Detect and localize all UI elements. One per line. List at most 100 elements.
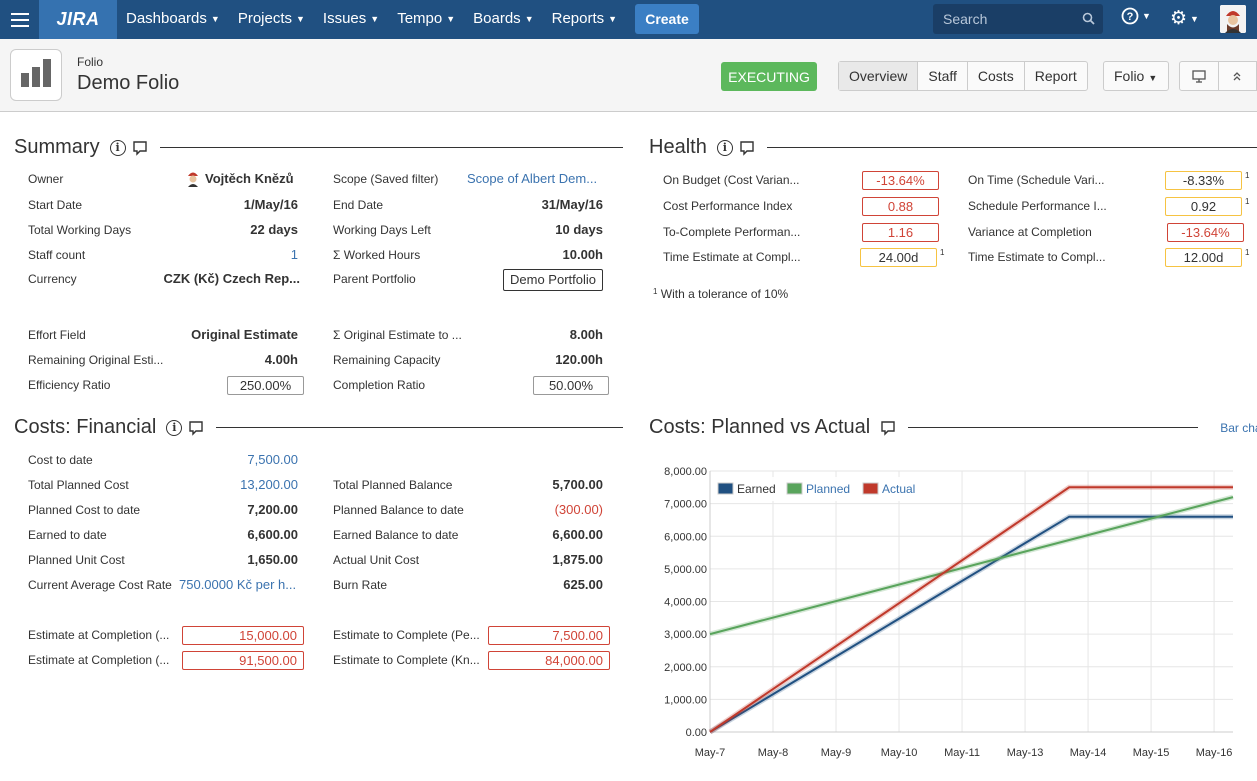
costs-financial-section-header: Costs: Financial i	[14, 416, 623, 439]
help-button[interactable]: ? ▼	[1121, 7, 1151, 25]
staff-count-link[interactable]: 1	[290, 247, 298, 262]
menu-boards[interactable]: Boards ▼	[464, 0, 542, 39]
avatar[interactable]	[1220, 5, 1246, 33]
health-label: To-Complete Performan...	[663, 225, 801, 239]
owner-value[interactable]: Vojtěch Knězů	[205, 171, 294, 186]
status-badge[interactable]: EXECUTING	[721, 62, 817, 91]
total-planned-cost-link[interactable]: 13,200.00	[240, 477, 298, 492]
health-label: On Budget (Cost Varian...	[663, 173, 800, 187]
section-divider	[908, 427, 1199, 428]
field-label: Estimate to Complete (Pe...	[333, 628, 480, 642]
estimate-at-completion-value: 15,000.00	[182, 626, 304, 645]
estimate-at-completion-value: 91,500.00	[182, 651, 304, 670]
breadcrumb[interactable]: Folio	[77, 55, 104, 69]
tab-report[interactable]: Report	[1023, 62, 1087, 90]
field-value: CZK (Kč) Czech Rep...	[163, 271, 300, 286]
comment-icon[interactable]	[880, 420, 896, 436]
health-label: Cost Performance Index	[663, 199, 793, 213]
y-tick-label: 5,000.00	[664, 564, 707, 576]
footnote-mark: 1	[1245, 197, 1250, 206]
health-label: Variance at Completion	[968, 225, 1092, 239]
health-indicator: 12.00d	[1165, 248, 1242, 267]
chevron-down-icon: ▼	[446, 14, 456, 25]
health-indicator: -13.64%	[1167, 223, 1244, 242]
health-label: Time Estimate at Compl...	[663, 250, 801, 264]
field-label: Earned to date	[28, 528, 107, 542]
info-icon[interactable]: i	[716, 139, 733, 156]
main-menu: Dashboards ▼ Projects ▼ Issues ▼ Tempo ▼ Boa…	[117, 0, 626, 39]
field-value: 10.00h	[562, 247, 603, 262]
y-tick-label: 3,000.00	[664, 629, 707, 641]
menu-tempo[interactable]: Tempo ▼	[388, 0, 464, 39]
y-tick-label: 4,000.00	[664, 597, 707, 609]
health-footnote: 1 With a tolerance of 10%	[653, 287, 853, 301]
section-title: Health	[649, 136, 707, 158]
tab-costs[interactable]: Costs	[966, 62, 1024, 90]
menu-reports[interactable]: Reports ▼	[543, 0, 626, 39]
menu-label: Reports	[551, 10, 605, 27]
folio-chart-icon	[10, 49, 62, 101]
comment-icon[interactable]	[739, 140, 755, 156]
efficiency-ratio-badge: 250.00%	[227, 376, 304, 395]
menu-issues[interactable]: Issues ▼	[314, 0, 388, 39]
y-tick-label: 2,000.00	[664, 662, 707, 674]
collapse-button[interactable]	[1217, 62, 1256, 90]
field-label: Current Average Cost Rate	[28, 578, 172, 592]
section-divider	[766, 147, 1257, 148]
footnote-mark: 1	[1245, 248, 1250, 257]
x-tick-label: May-16	[1196, 747, 1233, 759]
field-value: 1,650.00	[247, 552, 298, 567]
info-icon[interactable]: i	[166, 419, 183, 436]
tab-overview[interactable]: Overview	[839, 62, 918, 90]
menu-projects[interactable]: Projects ▼	[229, 0, 314, 39]
field-label: Estimate at Completion (...	[28, 653, 170, 667]
page-header: Folio Demo Folio EXECUTING Overview Staf…	[0, 39, 1257, 112]
jira-logo[interactable]: JIRA	[39, 0, 117, 39]
legend-label: Actual	[882, 482, 915, 496]
legend-label: Planned	[806, 482, 850, 496]
menu-label: Projects	[237, 10, 292, 27]
health-section-header: Health i	[649, 136, 1257, 159]
create-button[interactable]: Create	[635, 4, 699, 34]
chevron-down-icon: ▼	[370, 14, 380, 25]
tab-staff[interactable]: Staff	[917, 62, 967, 90]
comment-icon[interactable]	[188, 420, 204, 436]
owner-avatar-icon	[186, 169, 200, 190]
svg-text:?: ?	[1127, 11, 1134, 23]
section-divider	[216, 427, 623, 428]
info-icon[interactable]: i	[109, 139, 126, 156]
comment-icon[interactable]	[132, 140, 148, 156]
app-switcher-button[interactable]	[0, 0, 39, 39]
search-icon	[1082, 12, 1095, 25]
costs-line-chart: 0.00 1,000.00 2,000.00 3,000.00 4,000.00 5,00…	[650, 455, 1257, 778]
field-value: 10 days	[555, 222, 603, 237]
field-label: Completion Ratio	[333, 378, 426, 392]
parent-portfolio-button[interactable]: Demo Portfolio	[503, 269, 603, 291]
footnote-mark: 1	[940, 248, 945, 257]
cost-to-date-link[interactable]: 7,500.00	[247, 452, 298, 467]
field-label: Total Planned Balance	[333, 478, 453, 492]
menu-icon	[10, 12, 29, 27]
x-tick-label: May-15	[1133, 747, 1170, 759]
bar-chart-toggle[interactable]: Bar chart	[1220, 420, 1257, 435]
field-label: Owner	[28, 172, 64, 186]
folio-dropdown[interactable]: Folio ▼	[1103, 61, 1169, 91]
y-tick-label: 7,000.00	[664, 499, 707, 511]
field-value: 31/May/16	[541, 197, 603, 212]
settings-button[interactable]: ⚙ ▼	[1170, 7, 1199, 30]
scope-filter-link[interactable]: Scope of Albert Dem...	[467, 171, 598, 186]
gear-icon: ⚙	[1170, 8, 1188, 29]
presentation-button[interactable]	[1180, 62, 1218, 90]
health-indicator: 0.92	[1165, 197, 1242, 216]
section-title: Costs: Financial	[14, 416, 157, 438]
x-tick-label: May-13	[1007, 747, 1044, 759]
field-label: Σ Worked Hours	[333, 248, 421, 262]
field-label: Working Days Left	[333, 223, 431, 237]
cost-rate-link[interactable]: 750.0000 Kč per h...	[179, 577, 297, 592]
menu-dashboards[interactable]: Dashboards ▼	[117, 0, 229, 39]
field-value: 7,200.00	[247, 502, 298, 517]
field-value: 1,875.00	[552, 552, 603, 567]
x-tick-label: May-9	[821, 747, 852, 759]
search-input[interactable]: Search	[933, 4, 1103, 34]
menu-label: Tempo	[397, 10, 443, 27]
